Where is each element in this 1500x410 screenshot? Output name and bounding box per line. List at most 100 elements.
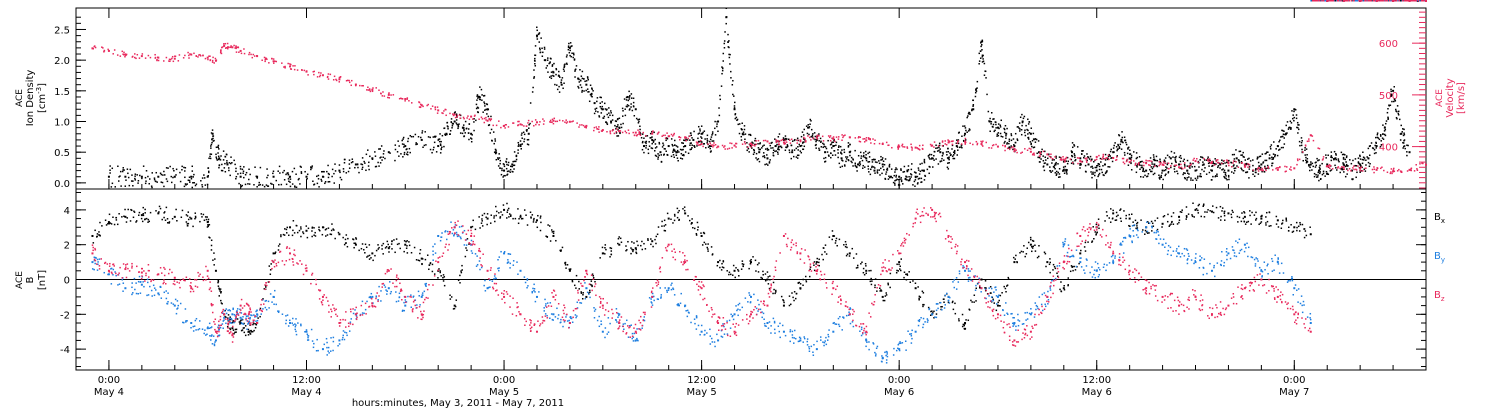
velocity-fill-point — [596, 128, 598, 130]
ion-density-fill-point — [285, 183, 288, 186]
ion-density-fill-point — [1225, 161, 1228, 164]
ion-density-fill-point — [446, 121, 449, 124]
ion-density-fill-point — [930, 153, 933, 156]
ion-density-fill-point — [1375, 152, 1377, 154]
velocity-fill-point — [1158, 161, 1161, 163]
velocity-fill-point — [842, 136, 844, 139]
ion-density-fill-point — [1341, 167, 1343, 169]
ion-density-fill-point — [505, 167, 508, 170]
bx-fill-point — [269, 269, 272, 271]
velocity-fill-point — [188, 54, 190, 57]
ion-density-fill-point — [552, 70, 554, 73]
velocity-fill-point — [265, 57, 268, 60]
ion-density-fill-point — [556, 84, 558, 86]
ion-density-fill-point — [1140, 175, 1142, 178]
ion-density-fill-point — [495, 149, 497, 152]
bx-fill-point — [257, 317, 259, 319]
ion-density-fill-point — [838, 145, 840, 147]
ion-density-fill-point — [1294, 108, 1296, 111]
velocity-fill-point — [348, 81, 351, 84]
velocity-fill-point — [1247, 163, 1249, 165]
ion-density-fill-point — [1385, 120, 1388, 122]
bx-fill-point — [845, 243, 847, 246]
bx-fill-point — [428, 268, 430, 271]
ion-density-fill-point — [895, 174, 898, 177]
ion-density-fill-point — [880, 167, 882, 170]
velocity-fill-point — [1210, 162, 1213, 164]
ion-density-fill-point — [1053, 159, 1055, 161]
ion-density-fill-point — [1006, 142, 1009, 144]
ion-density-fill-point — [1233, 153, 1236, 156]
ion-density-fill-point — [679, 148, 682, 151]
ion-density-fill-point — [1282, 129, 1284, 132]
ion-density-fill-point — [676, 146, 679, 148]
ion-density-fill-point — [1006, 143, 1008, 145]
bx-fill-point — [495, 205, 497, 208]
bx-fill-point — [663, 225, 665, 227]
ion-density-fill-point — [566, 63, 568, 66]
ion-density-fill-point — [822, 146, 824, 149]
ion-density-fill-point — [584, 80, 586, 83]
legend-subscript: z — [1441, 295, 1445, 303]
ion-density-point — [470, 132, 473, 135]
ion-density-fill-point — [867, 168, 870, 170]
ion-density-fill-point — [1085, 171, 1087, 173]
ion-density-fill-point — [1365, 164, 1367, 166]
bx-fill-point — [217, 285, 220, 287]
bx-fill-point — [1253, 214, 1256, 216]
velocity-fill-point — [1352, 167, 1354, 169]
ion-density-fill-point — [1160, 176, 1163, 179]
ion-density-fill-point — [553, 62, 555, 65]
ion-density-fill-point — [932, 157, 934, 160]
velocity-fill-point — [442, 112, 444, 115]
bx-fill-point — [1191, 215, 1194, 218]
ion-density-fill-point — [1139, 168, 1141, 171]
ion-density-fill-point — [1237, 159, 1240, 161]
ion-density-fill-point — [1091, 173, 1093, 175]
ion-density-fill-point — [318, 186, 320, 188]
ion-density-point — [1013, 145, 1016, 148]
ion-density-fill-point — [609, 114, 611, 117]
bx-point — [1276, 219, 1279, 222]
bx-fill-point — [795, 292, 798, 295]
bx-fill-point — [1170, 221, 1173, 223]
bx-fill-point — [1146, 220, 1149, 223]
ion-density-fill-point — [536, 26, 538, 29]
ion-density-fill-point — [563, 70, 565, 72]
ion-density-fill-point — [438, 140, 441, 143]
ion-density-fill-point — [505, 158, 508, 160]
ion-density-fill-point — [961, 135, 963, 138]
ion-density-fill-point — [910, 168, 913, 171]
ion-density-fill-point — [1393, 98, 1396, 100]
velocity-point — [1112, 156, 1115, 159]
ion-density-fill-point — [1387, 108, 1389, 110]
ion-density-fill-point — [109, 172, 111, 174]
velocity-fill-point — [679, 136, 682, 139]
ion-density-fill-point — [215, 156, 218, 158]
ion-density-fill-point — [917, 178, 920, 180]
velocity-fill-point — [975, 140, 978, 143]
velocity-fill-point — [859, 141, 862, 143]
ion-density-fill-point — [921, 162, 923, 165]
ion-density-fill-point — [528, 124, 530, 126]
y-left-unit-exponent: -3 — [35, 87, 43, 94]
ion-density-fill-point — [405, 148, 407, 151]
ion-density-fill-point — [1200, 156, 1202, 158]
ion-density-fill-point — [1159, 158, 1161, 161]
bx-fill-point — [280, 234, 282, 236]
ion-density-fill-point — [616, 125, 619, 128]
ion-density-fill-point — [831, 154, 834, 156]
ion-density-fill-point — [532, 86, 534, 89]
velocity-fill-point — [878, 142, 881, 145]
ion-density-fill-point — [641, 141, 644, 144]
ion-density-fill-point — [1079, 164, 1081, 166]
velocity-fill-point — [777, 139, 779, 142]
ion-density-fill-point — [1246, 171, 1248, 174]
ion-density-fill-point — [1293, 119, 1295, 122]
bx-fill-point — [591, 273, 594, 275]
bx-fill-point — [1297, 225, 1300, 228]
bx-point — [453, 304, 456, 307]
bx-fill-point — [582, 292, 584, 294]
ion-density-point — [371, 157, 374, 160]
ion-density-fill-point — [618, 127, 621, 129]
